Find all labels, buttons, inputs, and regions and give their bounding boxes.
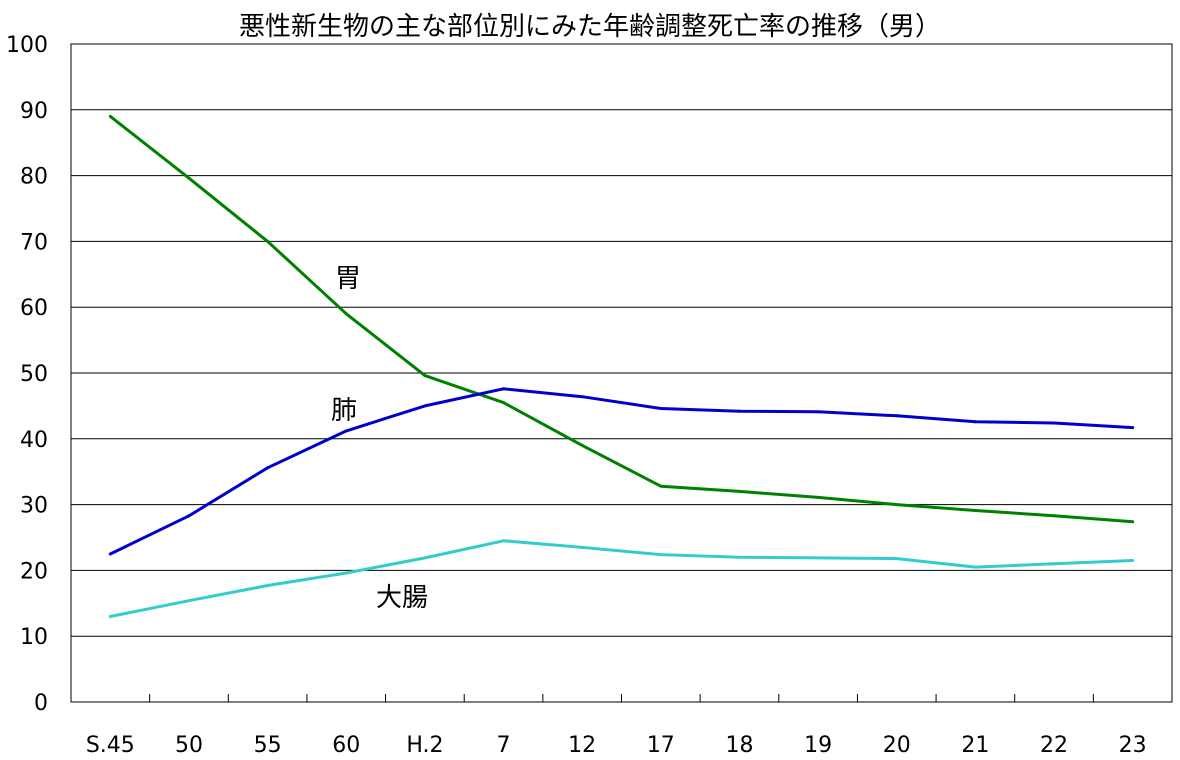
series-line-2 <box>109 387 1133 556</box>
data-point <box>737 409 741 413</box>
data-point <box>187 599 191 603</box>
y-tick-label: 20 <box>20 559 48 584</box>
x-tick-label: 55 <box>254 733 282 758</box>
data-point <box>502 387 506 391</box>
data-point <box>187 176 191 180</box>
data-point <box>816 410 820 414</box>
x-tick-label: 12 <box>568 733 596 758</box>
data-point <box>737 555 741 559</box>
y-tick-label: 0 <box>34 691 48 716</box>
x-tick-label: 7 <box>497 733 511 758</box>
data-point <box>344 429 348 433</box>
y-tick-label: 80 <box>20 165 48 190</box>
x-tick-label: 21 <box>961 733 989 758</box>
data-point <box>1052 562 1056 566</box>
data-point <box>266 239 270 243</box>
x-tick-label: 18 <box>725 733 753 758</box>
data-point <box>108 552 112 556</box>
y-tick-label: 90 <box>20 99 48 124</box>
series-label-3: 大腸 <box>376 583 428 613</box>
y-tick-label: 100 <box>6 33 48 58</box>
x-tick-label: H.2 <box>406 733 443 758</box>
x-tick-label: S.45 <box>86 733 135 758</box>
series-label-2: 肺 <box>331 396 357 426</box>
chart-title: 悪性新生物の主な部位別にみた年齢調整死亡率の推移（男） <box>238 12 941 42</box>
y-tick-label: 70 <box>20 230 48 255</box>
data-point <box>187 514 191 518</box>
y-tick-label: 30 <box>20 494 48 519</box>
data-point <box>973 565 977 569</box>
series-line-1 <box>109 115 1133 524</box>
y-tick-label: 40 <box>20 428 48 453</box>
data-point <box>423 374 427 378</box>
data-point <box>973 509 977 513</box>
data-point <box>973 420 977 424</box>
data-point <box>895 503 899 507</box>
y-tick-label: 60 <box>20 296 48 321</box>
data-point <box>580 443 584 447</box>
data-point <box>1052 421 1056 425</box>
y-tick-label: 10 <box>20 625 48 650</box>
series-line-3 <box>110 539 1133 618</box>
data-point <box>659 553 663 557</box>
data-point <box>1131 559 1135 563</box>
data-point <box>502 401 506 405</box>
data-point <box>816 556 820 560</box>
data-point <box>580 545 584 549</box>
x-tick-label: 60 <box>332 733 360 758</box>
data-point <box>344 571 348 575</box>
data-point <box>580 395 584 399</box>
data-point <box>816 495 820 499</box>
data-point <box>895 414 899 418</box>
data-point <box>423 556 427 560</box>
series-layer <box>108 114 1135 618</box>
data-point <box>1131 426 1135 430</box>
series-label-1: 胃 <box>335 264 361 294</box>
data-point <box>502 539 506 543</box>
data-point <box>1131 520 1135 524</box>
x-tick-label: 20 <box>883 733 911 758</box>
x-tick-label: 22 <box>1040 733 1068 758</box>
data-point <box>1052 514 1056 518</box>
data-point <box>108 114 112 118</box>
x-tick-label: 19 <box>804 733 832 758</box>
x-tick-label: 50 <box>175 733 203 758</box>
data-point <box>266 466 270 470</box>
data-point <box>108 614 112 618</box>
data-point <box>659 407 663 411</box>
axis-layer: 0 10 20 30 40 50 60 70 80 90 100 S.45 50 55 60 H.2 7 12 17… <box>6 33 1147 758</box>
y-tick-label: 50 <box>20 362 48 387</box>
data-point <box>659 484 663 488</box>
x-tick-label: 23 <box>1119 733 1147 758</box>
data-point <box>266 584 270 588</box>
data-point <box>895 557 899 561</box>
data-point <box>344 312 348 316</box>
data-point <box>737 489 741 493</box>
data-point <box>423 404 427 408</box>
grid-layer <box>70 43 1173 703</box>
x-tick-label: 17 <box>647 733 675 758</box>
